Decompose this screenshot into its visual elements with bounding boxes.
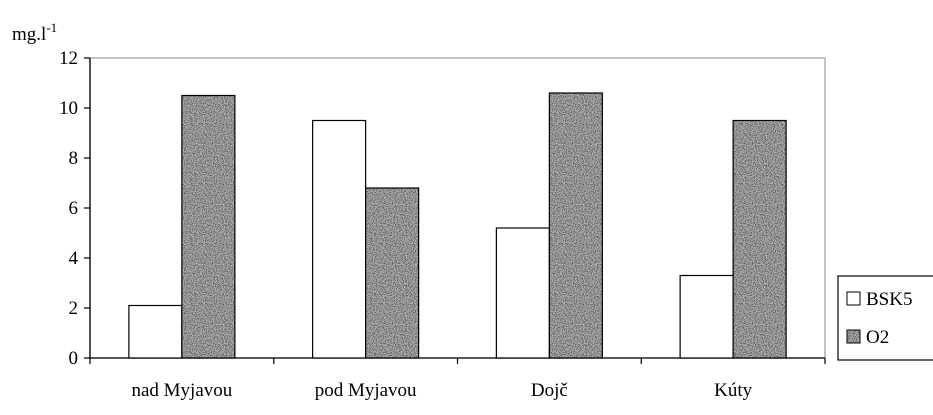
legend-swatch-bsk5 (846, 291, 861, 306)
bars (128, 92, 787, 359)
x-category-label: pod Myjavou (315, 380, 417, 401)
legend: BSK5 O2 (837, 275, 933, 361)
y-axis-unit-label: mg.l-1 (12, 20, 57, 45)
bar-bsk5-3 (495, 227, 550, 359)
x-category-label: nad Myjavou (131, 380, 232, 401)
y-tick-label: 12 (59, 48, 78, 69)
y-tick-label: 2 (69, 298, 79, 319)
y-tick-label: 8 (69, 148, 79, 169)
legend-label-bsk5: BSK5 (866, 289, 912, 310)
bar-o2-3 (548, 92, 603, 359)
x-category-label: Kúty (714, 380, 753, 401)
y-tick-label: 0 (69, 348, 79, 369)
legend-swatch-o2 (846, 329, 861, 344)
legend-box (837, 275, 933, 361)
bar-o2-1 (181, 94, 236, 359)
x-category-label: Dojč (531, 380, 568, 401)
bar-o2-4 (732, 119, 787, 359)
bar-bsk5-2 (312, 119, 367, 359)
legend-label-o2: O2 (866, 327, 889, 348)
y-tick-label: 4 (69, 248, 79, 269)
bar-o2-2 (365, 187, 420, 359)
y-tick-label: 6 (69, 198, 79, 219)
bar-bsk5-1 (128, 304, 183, 359)
bar-bsk5-4 (679, 274, 734, 359)
y-tick-label: 10 (59, 98, 78, 119)
